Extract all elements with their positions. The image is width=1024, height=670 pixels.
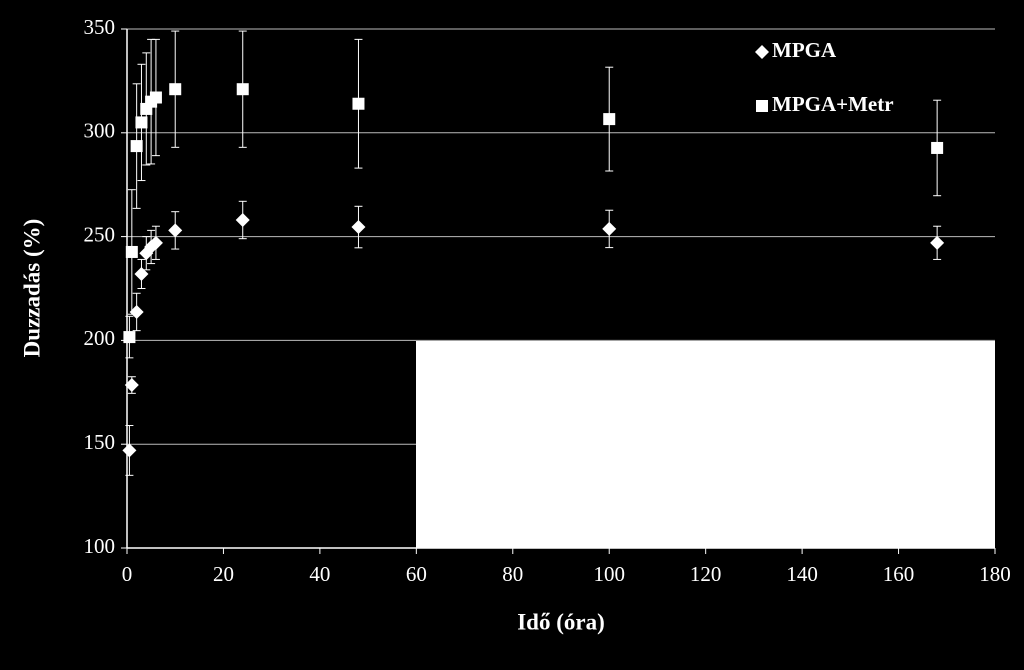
legend-marker bbox=[755, 45, 769, 59]
legend-label: MPGA+Metr bbox=[772, 92, 894, 116]
marker bbox=[931, 141, 944, 154]
marker bbox=[169, 83, 182, 96]
x-tick-label: 180 bbox=[979, 562, 1011, 586]
marker bbox=[603, 113, 616, 126]
marker bbox=[235, 212, 250, 227]
marks: MPGA MPGA+Metr bbox=[122, 30, 945, 476]
marker bbox=[125, 245, 138, 258]
y-tick-label: 250 bbox=[84, 222, 116, 246]
marker bbox=[124, 378, 139, 393]
marker bbox=[236, 83, 249, 96]
y-tick-label: 150 bbox=[84, 430, 116, 454]
x-tick-label: 100 bbox=[593, 562, 625, 586]
marker bbox=[122, 443, 137, 458]
marker bbox=[351, 220, 366, 235]
x-tick-label: 160 bbox=[883, 562, 915, 586]
x-tick-label: 140 bbox=[786, 562, 818, 586]
x-tick-label: 20 bbox=[213, 562, 234, 586]
marker bbox=[168, 223, 183, 238]
overlay-box bbox=[416, 341, 995, 548]
x-tick-label: 120 bbox=[690, 562, 722, 586]
y-tick-label: 100 bbox=[84, 534, 116, 558]
marker bbox=[149, 91, 162, 104]
x-tick-label: 40 bbox=[309, 562, 330, 586]
marker bbox=[135, 116, 148, 129]
x-tick-label: 80 bbox=[502, 562, 523, 586]
y-tick-label: 300 bbox=[84, 119, 116, 143]
marker bbox=[602, 221, 617, 236]
marker bbox=[148, 235, 163, 250]
marker bbox=[130, 140, 143, 153]
y-axis-label: Duzzadás (%) bbox=[19, 219, 44, 358]
y-tick-label: 200 bbox=[84, 326, 116, 350]
x-tick-label: 0 bbox=[122, 562, 133, 586]
marker bbox=[129, 304, 144, 319]
legend-label: MPGA bbox=[772, 38, 837, 62]
legend-marker bbox=[756, 100, 768, 112]
marker bbox=[134, 266, 149, 281]
x-tick-label: 60 bbox=[406, 562, 427, 586]
marker bbox=[123, 331, 136, 344]
x-axis-label: Idő (óra) bbox=[517, 609, 605, 634]
marker bbox=[352, 97, 365, 110]
axes: 100 150 200 250 300 350 0 20 40 60 80 100 120 140 160 1… bbox=[84, 15, 1011, 586]
marker bbox=[930, 235, 945, 250]
y-tick-label: 350 bbox=[84, 15, 116, 39]
